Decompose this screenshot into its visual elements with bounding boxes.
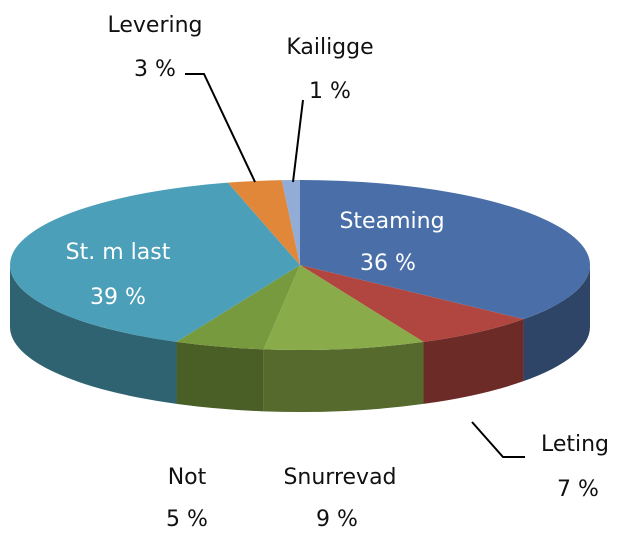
leader-line bbox=[185, 73, 256, 183]
slice bbox=[227, 180, 300, 265]
slice-side bbox=[176, 341, 264, 412]
slice-label: Snurrevad bbox=[283, 465, 396, 490]
slice-value-label: 39 % bbox=[90, 285, 146, 310]
slice-value-label: 36 % bbox=[360, 251, 416, 276]
slice-label: Steaming bbox=[339, 209, 444, 234]
slice bbox=[281, 180, 300, 265]
slice bbox=[300, 180, 590, 320]
slice bbox=[300, 265, 524, 342]
slice-label: St. m last bbox=[66, 240, 171, 265]
slice-side bbox=[10, 265, 177, 404]
slice-value-label: 3 % bbox=[134, 57, 176, 82]
slice-value-label: 1 % bbox=[309, 79, 351, 104]
pie bbox=[9, 180, 590, 412]
slice-label: Not bbox=[168, 465, 207, 490]
leader-line bbox=[292, 99, 304, 183]
slice-label: Levering bbox=[107, 13, 202, 38]
slice-side bbox=[263, 341, 424, 412]
slice-side bbox=[423, 319, 524, 404]
slice-label: Leting bbox=[541, 432, 609, 457]
slice bbox=[176, 265, 300, 350]
slice bbox=[9, 182, 300, 342]
slice-value-label: 7 % bbox=[557, 477, 599, 502]
slice-value-label: 9 % bbox=[316, 507, 358, 532]
slice-value-label: 5 % bbox=[166, 507, 208, 532]
leader-line bbox=[471, 421, 525, 458]
slice-side bbox=[523, 265, 590, 382]
slice bbox=[263, 265, 424, 350]
slice-label: Kailigge bbox=[286, 35, 373, 60]
